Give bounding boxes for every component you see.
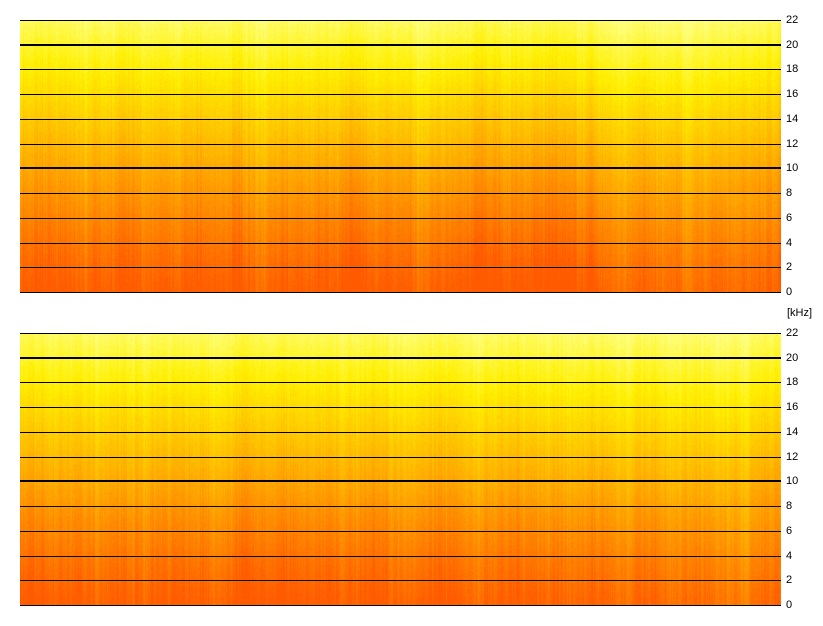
y-tick-label: 16: [786, 401, 799, 413]
y-tick-label: 12: [786, 138, 799, 150]
spectrogram-heatmap-bottom: [20, 333, 781, 606]
gridline-16khz: [20, 94, 781, 95]
y-tick-label: 8: [786, 500, 793, 512]
gridline-8khz: [20, 506, 781, 507]
gridline-12khz: [20, 457, 781, 458]
y-tick-label: 22: [786, 14, 799, 26]
gridline-6khz: [20, 531, 781, 532]
y-tick-label: 2: [786, 574, 793, 586]
gridline-12khz: [20, 144, 781, 145]
gridline-2khz: [20, 267, 781, 268]
spectrogram-channel-bottom: [20, 333, 781, 606]
y-tick-label: 20: [786, 352, 799, 364]
gridline-14khz: [20, 119, 781, 120]
y-tick-label: 0: [786, 599, 793, 611]
y-tick-label: 4: [786, 550, 793, 562]
gridline-16khz: [20, 407, 781, 408]
y-tick-label: 6: [786, 525, 793, 537]
y-tick-label: 2: [786, 261, 793, 273]
y-tick-label: 16: [786, 88, 799, 100]
gridline-6khz: [20, 218, 781, 219]
gridline-22khz: [20, 333, 781, 334]
y-tick-label: 18: [786, 376, 799, 388]
gridline-0khz: [20, 605, 781, 606]
y-tick-label: 22: [786, 327, 799, 339]
y-tick-label: 10: [786, 162, 799, 174]
gridline-8khz: [20, 193, 781, 194]
spectrogram-channel-top: [20, 20, 781, 293]
gridline-22khz: [20, 20, 781, 21]
gridline-10khz: [20, 480, 781, 482]
gridline-4khz: [20, 556, 781, 557]
gridline-20khz: [20, 357, 781, 359]
gridline-18khz: [20, 382, 781, 383]
y-tick-label: 14: [786, 113, 799, 125]
spectrogram-heatmap-top: [20, 20, 781, 293]
y-tick-label: 14: [786, 426, 799, 438]
gridline-4khz: [20, 243, 781, 244]
y-tick-label: 6: [786, 212, 793, 224]
gridline-14khz: [20, 432, 781, 433]
gridline-2khz: [20, 580, 781, 581]
y-axis-unit-label: [kHz]: [787, 307, 813, 319]
y-tick-label: 8: [786, 187, 793, 199]
gridline-10khz: [20, 167, 781, 169]
gridline-20khz: [20, 44, 781, 46]
y-tick-label: 20: [786, 39, 799, 51]
gridline-18khz: [20, 69, 781, 70]
gridline-0khz: [20, 292, 781, 293]
y-tick-label: 10: [786, 475, 799, 487]
y-tick-label: 4: [786, 237, 793, 249]
y-tick-label: 12: [786, 451, 799, 463]
y-tick-label: 18: [786, 63, 799, 75]
y-tick-label: 0: [786, 286, 793, 298]
